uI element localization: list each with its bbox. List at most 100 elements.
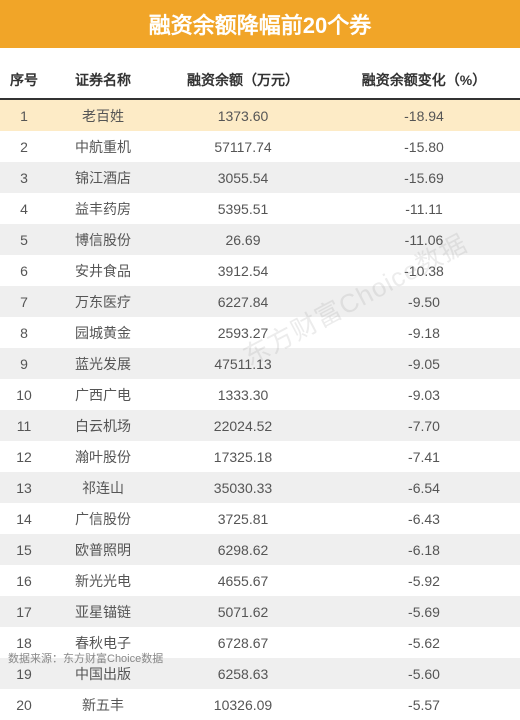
header-row: 序号 证券名称 融资余额（万元） 融资余额变化（%）	[0, 60, 520, 99]
table-title: 融资余额降幅前20个券	[0, 0, 520, 48]
table-row: 4益丰药房5395.51-11.11	[0, 193, 520, 224]
cell-name: 祁连山	[48, 472, 158, 503]
securities-table: 序号 证券名称 融资余额（万元） 融资余额变化（%） 1老百姓1373.60-1…	[0, 60, 520, 720]
cell-name: 新光光电	[48, 565, 158, 596]
cell-index: 3	[0, 162, 48, 193]
table-row: 13祁连山35030.33-6.54	[0, 472, 520, 503]
table-row: 9蓝光发展47511.13-9.05	[0, 348, 520, 379]
cell-index: 17	[0, 596, 48, 627]
cell-name: 博信股份	[48, 224, 158, 255]
cell-name: 白云机场	[48, 410, 158, 441]
table-row: 3锦江酒店3055.54-15.69	[0, 162, 520, 193]
table-row: 17亚星锚链5071.62-5.69	[0, 596, 520, 627]
cell-index: 14	[0, 503, 48, 534]
cell-balance: 22024.52	[158, 410, 328, 441]
cell-index: 7	[0, 286, 48, 317]
title-text: 融资余额降幅前20个券	[149, 8, 371, 40]
cell-index: 16	[0, 565, 48, 596]
cell-change: -6.18	[328, 534, 520, 565]
cell-balance: 17325.18	[158, 441, 328, 472]
cell-balance: 57117.74	[158, 131, 328, 162]
col-header-balance: 融资余额（万元）	[158, 60, 328, 99]
cell-index: 12	[0, 441, 48, 472]
cell-change: -18.94	[328, 99, 520, 131]
cell-balance: 6258.63	[158, 658, 328, 689]
cell-balance: 35030.33	[158, 472, 328, 503]
col-header-change: 融资余额变化（%）	[328, 60, 520, 99]
cell-name: 欧普照明	[48, 534, 158, 565]
cell-change: -11.06	[328, 224, 520, 255]
cell-name: 广西广电	[48, 379, 158, 410]
table-row: 6安井食品3912.54-10.38	[0, 255, 520, 286]
cell-change: -10.38	[328, 255, 520, 286]
table-row: 20新五丰10326.09-5.57	[0, 689, 520, 720]
table-row: 14广信股份3725.81-6.43	[0, 503, 520, 534]
cell-change: -5.62	[328, 627, 520, 658]
cell-change: -6.43	[328, 503, 520, 534]
cell-change: -15.69	[328, 162, 520, 193]
cell-name: 安井食品	[48, 255, 158, 286]
cell-name: 广信股份	[48, 503, 158, 534]
cell-balance: 26.69	[158, 224, 328, 255]
cell-change: -9.03	[328, 379, 520, 410]
table-row: 11白云机场22024.52-7.70	[0, 410, 520, 441]
cell-balance: 10326.09	[158, 689, 328, 720]
cell-index: 10	[0, 379, 48, 410]
col-header-name: 证券名称	[48, 60, 158, 99]
cell-balance: 1373.60	[158, 99, 328, 131]
title-spacer	[0, 48, 520, 60]
cell-index: 5	[0, 224, 48, 255]
cell-change: -9.50	[328, 286, 520, 317]
cell-balance: 5395.51	[158, 193, 328, 224]
cell-index: 11	[0, 410, 48, 441]
cell-balance: 1333.30	[158, 379, 328, 410]
cell-change: -5.69	[328, 596, 520, 627]
cell-change: -5.57	[328, 689, 520, 720]
cell-index: 2	[0, 131, 48, 162]
cell-change: -15.80	[328, 131, 520, 162]
cell-change: -5.60	[328, 658, 520, 689]
cell-balance: 6227.84	[158, 286, 328, 317]
cell-name: 瀚叶股份	[48, 441, 158, 472]
cell-index: 1	[0, 99, 48, 131]
table-row: 16新光光电4655.67-5.92	[0, 565, 520, 596]
table-row: 10广西广电1333.30-9.03	[0, 379, 520, 410]
cell-change: -9.05	[328, 348, 520, 379]
table-row: 15欧普照明6298.62-6.18	[0, 534, 520, 565]
cell-change: -7.41	[328, 441, 520, 472]
cell-name: 亚星锚链	[48, 596, 158, 627]
cell-balance: 6728.67	[158, 627, 328, 658]
cell-change: -9.18	[328, 317, 520, 348]
cell-change: -11.11	[328, 193, 520, 224]
cell-index: 13	[0, 472, 48, 503]
cell-change: -5.92	[328, 565, 520, 596]
cell-index: 6	[0, 255, 48, 286]
cell-balance: 4655.67	[158, 565, 328, 596]
cell-index: 9	[0, 348, 48, 379]
cell-change: -6.54	[328, 472, 520, 503]
cell-balance: 2593.27	[158, 317, 328, 348]
cell-name: 新五丰	[48, 689, 158, 720]
cell-name: 益丰药房	[48, 193, 158, 224]
cell-balance: 6298.62	[158, 534, 328, 565]
table-row: 12瀚叶股份17325.18-7.41	[0, 441, 520, 472]
table-row: 8园城黄金2593.27-9.18	[0, 317, 520, 348]
table-row: 7万东医疗6227.84-9.50	[0, 286, 520, 317]
cell-name: 蓝光发展	[48, 348, 158, 379]
cell-balance: 3725.81	[158, 503, 328, 534]
cell-index: 20	[0, 689, 48, 720]
table-row: 2中航重机57117.74-15.80	[0, 131, 520, 162]
cell-balance: 3912.54	[158, 255, 328, 286]
cell-balance: 47511.13	[158, 348, 328, 379]
col-header-index: 序号	[0, 60, 48, 99]
cell-index: 8	[0, 317, 48, 348]
cell-name: 园城黄金	[48, 317, 158, 348]
cell-index: 15	[0, 534, 48, 565]
cell-name: 万东医疗	[48, 286, 158, 317]
cell-balance: 3055.54	[158, 162, 328, 193]
cell-name: 老百姓	[48, 99, 158, 131]
cell-balance: 5071.62	[158, 596, 328, 627]
cell-index: 4	[0, 193, 48, 224]
data-source-footer: 数据来源：东方财富Choice数据	[8, 650, 163, 666]
cell-name: 中航重机	[48, 131, 158, 162]
